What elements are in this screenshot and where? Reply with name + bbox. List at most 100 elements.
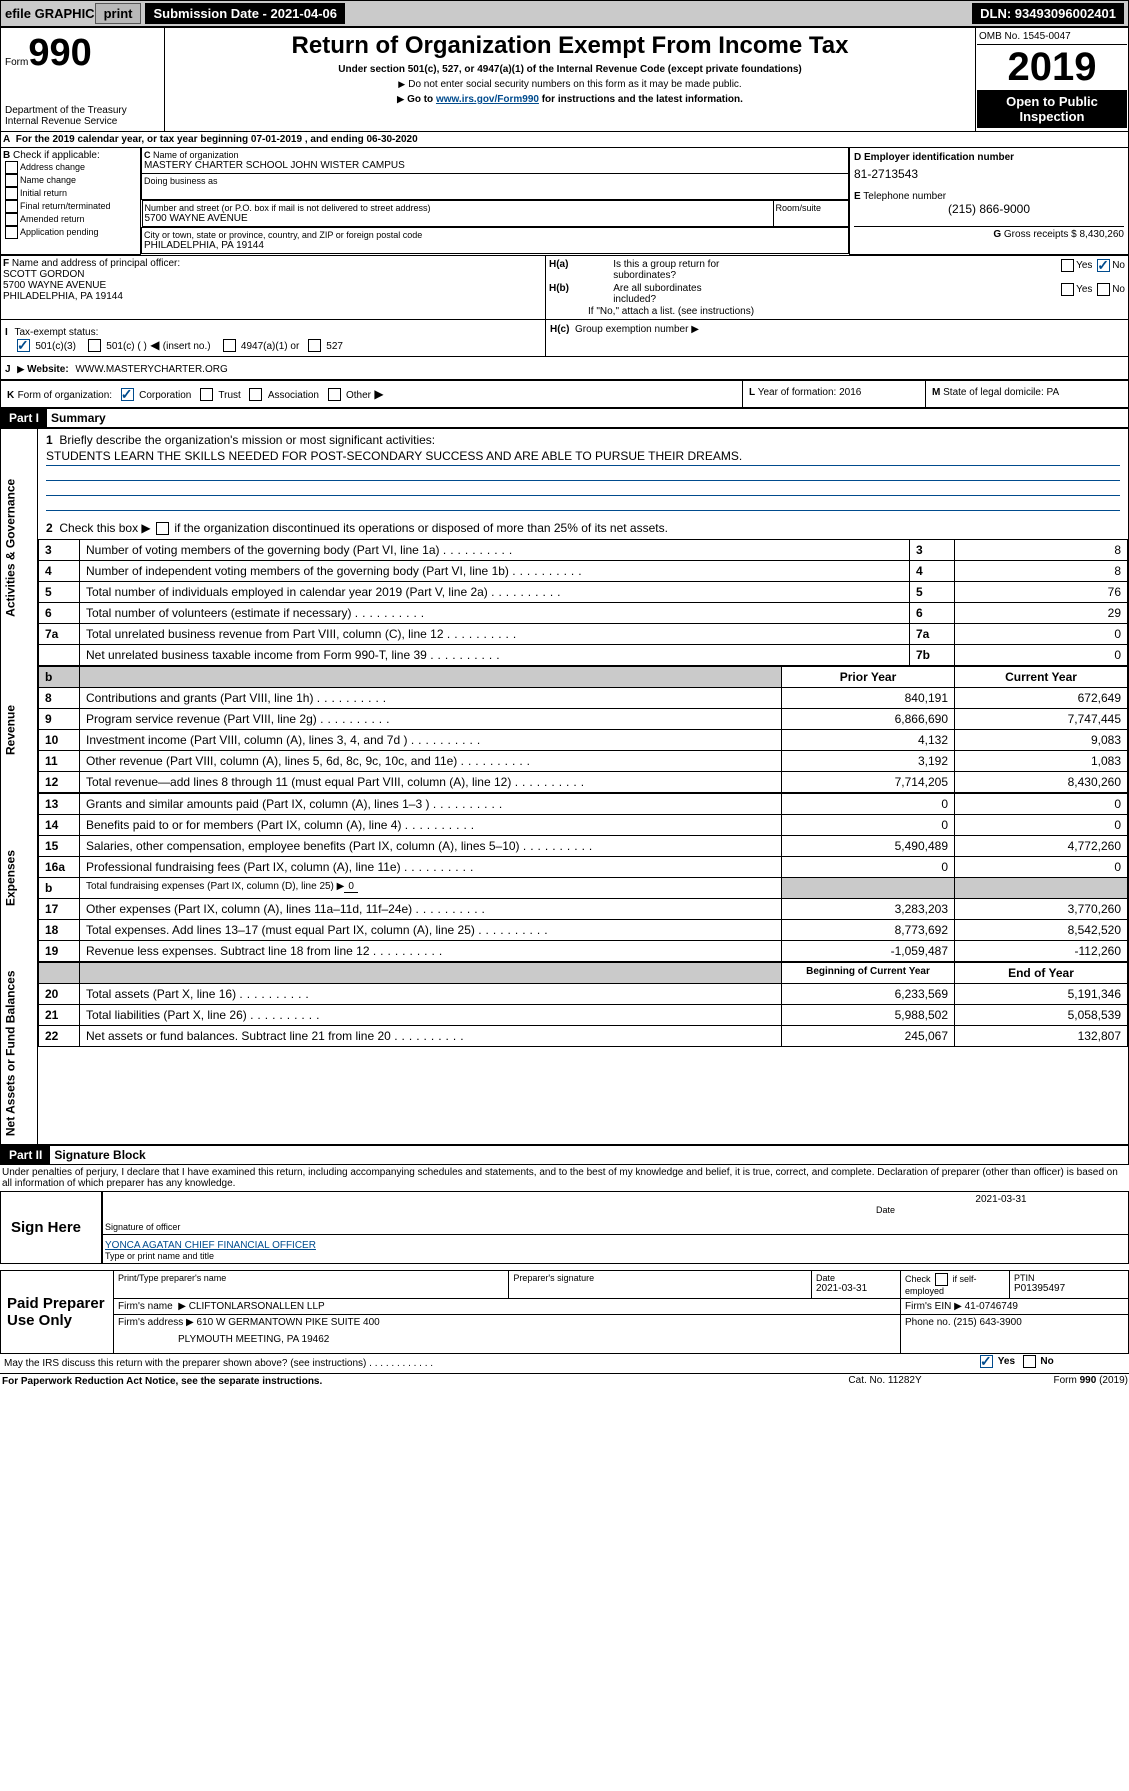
b3: Initial return [20,188,67,198]
form-title: Return of Organization Exempt From Incom… [169,32,971,60]
chk-address[interactable] [5,161,18,174]
dba-label: Doing business as [144,176,846,186]
chk-501c3[interactable] [17,339,30,352]
value: 76 [955,582,1128,603]
pra: For Paperwork Reduction Act Notice, see … [0,1374,793,1390]
discuss-yes[interactable] [980,1355,993,1368]
chk-corp[interactable] [121,388,134,401]
ein: 81-2713543 [854,167,1124,181]
i2: 501(c) ( ) [106,341,147,352]
line-a: A For the 2019 calendar year, or tax yea… [0,132,1129,148]
hb-yes[interactable] [1061,283,1074,296]
hb-no[interactable] [1097,283,1110,296]
discuss-no[interactable] [1023,1355,1036,1368]
table-row: 17Other expenses (Part IX, column (A), l… [39,899,1128,920]
sub3a: Go to [407,94,436,105]
hn2: No [1112,284,1125,295]
l-lbl: Year of formation: [758,387,837,398]
hc-txt: Group exemption number [575,324,688,335]
sig-label: Signature of officer [105,1222,872,1232]
table-row: 6Total number of volunteers (estimate if… [39,603,1128,624]
part1-title: Summary [47,409,110,427]
chk-discontinued[interactable] [156,522,169,535]
print-button[interactable]: print [95,3,142,24]
ha-no[interactable] [1097,259,1110,272]
officer-sig-name[interactable]: YONCA AGATAN CHIEF FINANCIAL OFFICER [105,1240,316,1251]
chk-amended[interactable] [5,213,18,226]
irs-link[interactable]: www.irs.gov/Form990 [436,94,539,105]
ha: H(a) [549,259,568,270]
chk-4947[interactable] [223,339,236,352]
value: 8 [955,561,1128,582]
f-lbl: Name and address of principal officer: [12,258,180,269]
discuss-q: May the IRS discuss this return with the… [4,1358,366,1369]
date-label: Date [876,1205,1126,1215]
dn: No [1040,1356,1053,1367]
value: 29 [955,603,1128,624]
value: 0 [955,624,1128,645]
hc: H(c) [550,324,569,335]
table-row: Net unrelated business taxable income fr… [39,645,1128,666]
j-lbl: Website: [17,364,68,375]
table-row: 19Revenue less expenses. Subtract line 1… [39,941,1128,962]
table-row: 13Grants and similar amounts paid (Part … [39,794,1128,815]
table-row: 21Total liabilities (Part X, line 26) ..… [39,1005,1128,1026]
table-row: 22Net assets or fund balances. Subtract … [39,1026,1128,1047]
d-l: D [854,152,861,163]
b4: Final return/terminated [20,201,111,211]
chk-pending[interactable] [5,226,18,239]
pc3: Date [816,1273,835,1283]
q1t: Briefly describe the organization's miss… [59,433,435,447]
sec-rev: Revenue [1,666,38,793]
q2t2: if the organization discontinued its ope… [174,521,668,535]
k-l: K [7,390,14,401]
perjury: Under penalties of perjury, I declare th… [0,1165,1129,1191]
chk-name[interactable] [5,174,18,187]
table-row: 10Investment income (Part VIII, column (… [39,730,1128,751]
l-l: L [749,387,755,398]
addr: 5700 WAYNE AVENUE [145,213,771,224]
city-label: City or town, state or province, country… [144,230,846,240]
chk-trust[interactable] [200,388,213,401]
sub2: Do not enter social security numbers on … [408,79,741,90]
g-l: G [993,229,1001,240]
hy2: Yes [1076,284,1092,295]
table-row: 16aProfessional fundraising fees (Part I… [39,857,1128,878]
chk-other[interactable] [328,388,341,401]
chk-selfemp[interactable] [935,1273,948,1286]
ein-l: Firm's EIN [905,1301,951,1312]
line-code: 4 [910,561,955,582]
table-row: 8Contributions and grants (Part VIII, li… [39,688,1128,709]
part2-label: Part II [1,1146,50,1164]
form-number: 990 [28,32,91,74]
chk-501c[interactable] [88,339,101,352]
firm-phone: (215) 643-3900 [953,1317,1021,1328]
dept-treasury: Department of the Treasury [5,105,160,116]
chk-initial[interactable] [5,187,18,200]
q2t: Check this box [59,521,138,535]
line-code: 5 [910,582,955,603]
tax-year: 2019 [977,45,1127,90]
chk-527[interactable] [308,339,321,352]
ha-yes[interactable] [1061,259,1074,272]
open-inspection: Open to PublicInspection [977,90,1127,128]
c-l: C [144,150,151,160]
e-lbl: Telephone number [863,191,946,202]
table-row: 18Total expenses. Add lines 13–17 (must … [39,920,1128,941]
k3: Association [268,390,319,401]
table-row: 3Number of voting members of the governi… [39,540,1128,561]
chk-assoc[interactable] [249,388,262,401]
submission-date: Submission Date - 2021-04-06 [145,3,345,24]
chk-final[interactable] [5,200,18,213]
m-l: M [932,387,940,398]
sub1: Under section 501(c), 527, or 4947(a)(1)… [169,64,971,75]
e-l: E [854,191,861,202]
k4: Other [346,390,371,401]
topbar: efile GRAPHIC print Submission Date - 20… [0,0,1129,27]
type-label: Type or print name and title [105,1251,1126,1261]
q2n: 2 [46,521,53,535]
mission: STUDENTS LEARN THE SKILLS NEEDED FOR POS… [46,447,1120,466]
org-name: MASTERY CHARTER SCHOOL JOHN WISTER CAMPU… [144,160,846,171]
b6: Application pending [20,227,99,237]
b-label: B [3,150,10,161]
